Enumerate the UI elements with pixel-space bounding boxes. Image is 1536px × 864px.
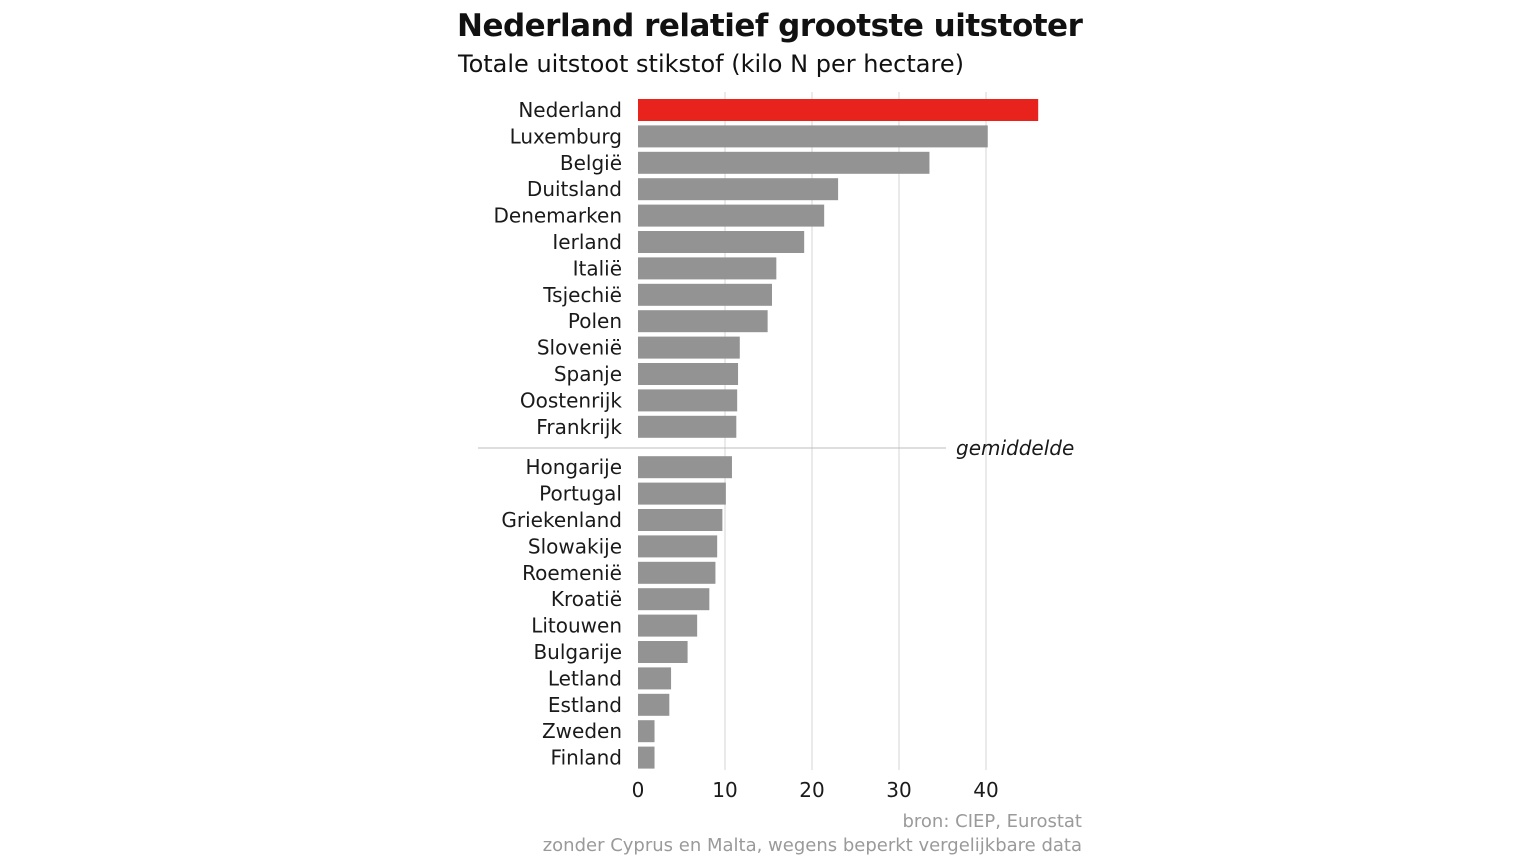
bar-duitsland [638, 178, 838, 200]
category-label: Spanje [554, 362, 622, 386]
bar-kroatië [638, 588, 709, 610]
bars [638, 99, 1038, 769]
bar-oostenrijk [638, 389, 737, 411]
bar-spanje [638, 363, 738, 385]
bar-finland [638, 747, 655, 769]
category-label: Slovenië [537, 336, 622, 360]
bar-estland [638, 694, 669, 716]
category-label: Bulgarije [533, 640, 622, 664]
category-label: Finland [551, 746, 622, 770]
bar-bulgarije [638, 641, 688, 663]
category-label: Portugal [539, 482, 622, 506]
category-label: Luxemburg [510, 124, 622, 148]
bar-frankrijk [638, 416, 736, 438]
category-label: Kroatië [551, 587, 622, 611]
x-tick-label: 20 [799, 778, 824, 802]
category-label: Ierland [552, 230, 622, 254]
x-axis-ticks: 0 10 20 30 40 [632, 778, 999, 802]
category-label: Italië [573, 256, 622, 280]
bar-italië [638, 257, 776, 279]
category-label: Tsjechië [542, 283, 622, 307]
source-note: bron: CIEP, Eurostat [902, 811, 1082, 832]
bar-polen [638, 310, 768, 332]
category-label: Slowakije [528, 534, 622, 558]
bar-slowakije [638, 535, 717, 557]
category-label: Letland [548, 666, 622, 690]
category-label: Frankrijk [536, 415, 622, 439]
bar-roemenië [638, 562, 715, 584]
x-tick-label: 10 [712, 778, 737, 802]
x-tick-label: 0 [632, 778, 645, 802]
bar-slovenië [638, 337, 740, 359]
category-label: Nederland [518, 98, 622, 122]
category-label: België [560, 151, 622, 175]
x-tick-label: 30 [886, 778, 911, 802]
bar-nederland [638, 99, 1038, 121]
bar-hongarije [638, 456, 732, 478]
x-tick-label: 40 [973, 778, 998, 802]
bar-portugal [638, 483, 726, 505]
bar-litouwen [638, 615, 697, 637]
category-label: Roemenië [522, 561, 622, 585]
category-label: Zweden [542, 719, 622, 743]
bar-denemarken [638, 205, 824, 227]
bar-letland [638, 667, 671, 689]
bar-belgië [638, 152, 929, 174]
bar-luxemburg [638, 125, 988, 147]
category-label: Hongarije [525, 455, 622, 479]
category-label: Griekenland [501, 508, 622, 532]
average-label: gemiddelde [956, 436, 1074, 460]
category-label: Denemarken [494, 204, 623, 228]
category-label: Estland [548, 693, 622, 717]
data-note: zonder Cyprus en Malta, wegens beperkt v… [543, 835, 1082, 856]
bar-tsjechië [638, 284, 772, 306]
bar-zweden [638, 720, 655, 742]
category-label: Litouwen [531, 614, 622, 638]
bar-ierland [638, 231, 804, 253]
category-label: Oostenrijk [520, 388, 623, 412]
category-label: Duitsland [527, 177, 622, 201]
bar-griekenland [638, 509, 722, 531]
category-label: Polen [568, 309, 622, 333]
